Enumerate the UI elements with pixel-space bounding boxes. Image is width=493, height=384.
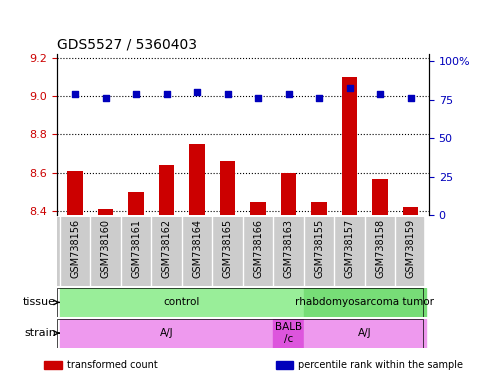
Bar xyxy=(273,319,304,348)
Point xyxy=(132,91,140,97)
Bar xyxy=(44,361,62,369)
Point xyxy=(71,91,79,97)
Text: GDS5527 / 5360403: GDS5527 / 5360403 xyxy=(57,37,197,51)
Point xyxy=(346,84,353,91)
Bar xyxy=(128,192,143,215)
Point xyxy=(407,95,415,101)
Text: GSM738155: GSM738155 xyxy=(314,219,324,278)
Point xyxy=(254,95,262,101)
Point xyxy=(193,89,201,95)
Text: GSM738165: GSM738165 xyxy=(222,219,233,278)
Bar xyxy=(189,144,205,215)
Point xyxy=(315,95,323,101)
Point xyxy=(163,91,171,97)
Bar xyxy=(98,209,113,215)
Bar xyxy=(281,173,296,215)
Bar xyxy=(342,77,357,215)
Point xyxy=(376,91,384,97)
Bar xyxy=(403,207,418,215)
Text: transformed count: transformed count xyxy=(67,360,157,370)
Point xyxy=(102,95,109,101)
Bar xyxy=(60,319,273,348)
Text: GSM738162: GSM738162 xyxy=(162,219,172,278)
Text: A/J: A/J xyxy=(160,328,174,338)
Bar xyxy=(220,161,235,215)
Text: strain: strain xyxy=(24,328,56,338)
Text: GSM738166: GSM738166 xyxy=(253,219,263,278)
Text: percentile rank within the sample: percentile rank within the sample xyxy=(298,360,463,370)
Text: rhabdomyosarcoma tumor: rhabdomyosarcoma tumor xyxy=(295,297,434,308)
Text: GSM738161: GSM738161 xyxy=(131,219,141,278)
Text: tissue: tissue xyxy=(23,297,56,308)
Bar xyxy=(373,179,387,215)
Text: GSM738163: GSM738163 xyxy=(283,219,293,278)
Text: A/J: A/J xyxy=(358,328,372,338)
Text: BALB
/c: BALB /c xyxy=(275,322,302,344)
Bar xyxy=(60,288,304,317)
Bar xyxy=(304,288,426,317)
Point xyxy=(284,91,292,97)
Text: GSM738156: GSM738156 xyxy=(70,219,80,278)
Bar xyxy=(68,171,83,215)
Bar xyxy=(312,202,327,215)
Bar xyxy=(276,361,293,369)
Text: GSM738160: GSM738160 xyxy=(101,219,110,278)
Bar xyxy=(304,319,426,348)
Text: GSM738159: GSM738159 xyxy=(406,219,416,278)
Text: GSM738157: GSM738157 xyxy=(345,219,354,278)
Point xyxy=(224,91,232,97)
Bar xyxy=(250,202,266,215)
Text: GSM738164: GSM738164 xyxy=(192,219,202,278)
Text: GSM738158: GSM738158 xyxy=(375,219,385,278)
Bar xyxy=(159,165,174,215)
Text: control: control xyxy=(164,297,200,308)
